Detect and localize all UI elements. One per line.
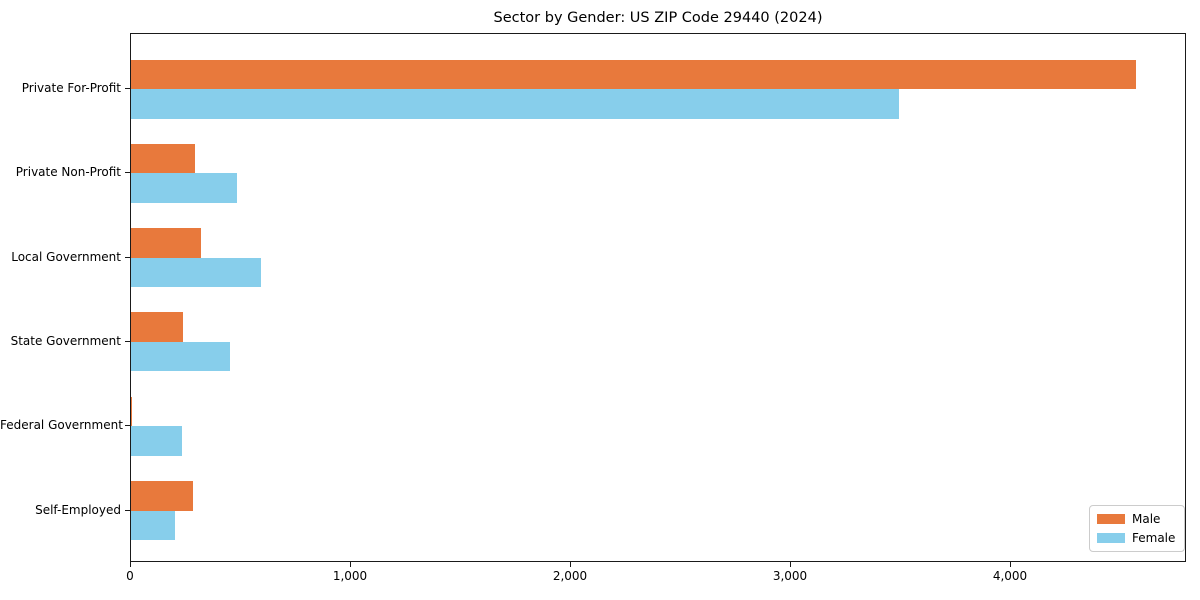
- y-axis-label-local-government: Local Government: [11, 249, 121, 264]
- y-axis-label-private-for-profit: Private For-Profit: [21, 81, 121, 95]
- y-axis-label-federal-government: Federal Government: [0, 418, 123, 433]
- x-axis-tick-label-4000: 4,000: [992, 569, 1028, 583]
- legend-swatch-female: [1097, 533, 1125, 543]
- legend-item-male: Male: [1097, 512, 1175, 526]
- bar-male-private-non-profit: [131, 143, 195, 174]
- y-axis-tick: [125, 172, 130, 174]
- legend-label-female: Female: [1132, 531, 1176, 545]
- bar-female-federal-government: [131, 426, 182, 456]
- y-axis-tick: [125, 88, 130, 89]
- x-axis-tick: [1010, 562, 1011, 567]
- y-axis-label-state-government: State Government: [10, 333, 121, 348]
- bar-male-local-government: [131, 228, 202, 258]
- chart-title: Sector by Gender: US ZIP Code 29440 (202…: [493, 10, 823, 26]
- x-axis-tick: [350, 562, 351, 567]
- x-axis-tick: [570, 562, 571, 567]
- legend-item-female: Female: [1097, 531, 1175, 545]
- bar-male-federal-government: [131, 396, 132, 427]
- bar-female-local-government: [131, 257, 261, 288]
- y-axis-tick: [125, 340, 130, 342]
- legend-swatch-male: [1097, 514, 1125, 524]
- y-axis-label-private-non-profit: Private Non-Profit: [15, 165, 121, 180]
- x-axis-tick-label-3000: 3,000: [772, 569, 808, 583]
- x-axis-tick-label-1000: 1,000: [332, 569, 368, 583]
- legend: Male Female: [1089, 505, 1186, 552]
- bar-male-private-for-profit: [131, 59, 1137, 89]
- x-axis-tick-label-2000: 2,000: [552, 569, 588, 583]
- y-axis-label-self-employed: Self-Employed: [35, 502, 121, 517]
- bar-male-self-employed: [131, 481, 193, 511]
- plot-area: [130, 33, 1186, 562]
- x-axis-tick: [130, 562, 131, 567]
- x-axis-tick-label-0: 0: [126, 569, 134, 583]
- bar-male-state-government: [131, 312, 183, 342]
- y-axis-tick: [125, 425, 130, 427]
- y-axis-tick: [125, 509, 130, 511]
- bar-female-state-government: [131, 341, 230, 372]
- x-axis-tick: [790, 562, 791, 567]
- bar-female-private-non-profit: [131, 173, 237, 203]
- bar-female-private-for-profit: [131, 89, 899, 119]
- y-axis-tick: [125, 256, 130, 258]
- bar-female-self-employed: [131, 510, 175, 540]
- legend-label-male: Male: [1132, 512, 1161, 526]
